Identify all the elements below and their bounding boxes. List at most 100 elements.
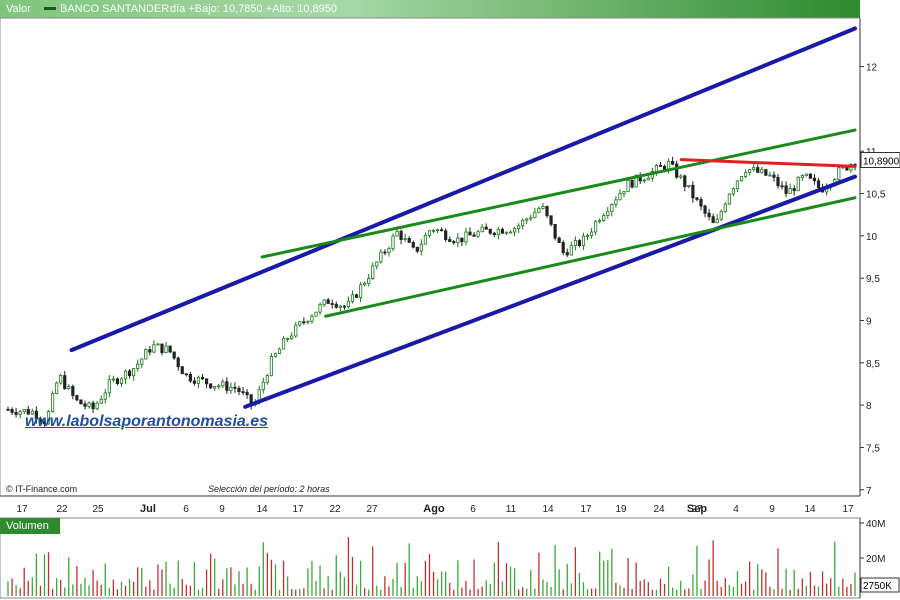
credit-label: © IT-Finance.com [6,484,78,494]
date-tick-label: 22 [56,504,68,515]
date-tick-label: 17 [292,504,304,515]
date-tick-label: 9 [219,504,225,515]
candle-body [367,278,371,284]
candle-body [326,299,330,304]
volume-tick-label: 40M [866,519,885,530]
candle-body [294,324,298,337]
candle-body [229,386,233,391]
candle-body [484,226,488,230]
candle-body [671,160,675,165]
candle-body [533,211,537,219]
candle-body [50,393,55,412]
candle-body [679,175,683,178]
candle-body [298,321,302,326]
candle-body [768,174,772,177]
date-tick-label: 14 [542,504,554,515]
candle-body [444,230,448,240]
trend-line [324,196,857,318]
candle-body [63,375,67,390]
valor-label: Valor [6,3,31,15]
candle-body [407,238,411,243]
candle-body [476,231,480,237]
candle-body [488,228,492,234]
date-tick-label: 4 [733,504,739,515]
candle-body [399,230,403,241]
candle-body [213,386,217,389]
candle-body [816,180,821,189]
candle-body [634,174,638,188]
date-tick-label: 17 [580,504,592,515]
candle-body [140,358,144,365]
price-tick-label: 9 [866,316,872,327]
candle-body [6,408,10,411]
candle-body [569,245,573,256]
candle-body [423,234,428,245]
trend-line [260,128,857,259]
date-tick-label: 17 [16,504,28,515]
candle-body [67,386,71,390]
candle-body [646,177,650,181]
candle-body [322,299,326,306]
candle-body [22,408,26,412]
candle-body [812,177,817,182]
candle-body [310,315,314,322]
candle-body [707,212,711,218]
volume-header: Volumen [0,518,60,534]
candle-body [87,402,91,407]
candle-body [622,191,626,194]
date-tick-label: 27 [691,504,703,515]
candle-body [739,176,744,182]
candle-body [699,199,703,207]
date-tick-label: 24 [653,504,665,515]
candle-body [658,165,663,167]
candle-body [618,193,622,201]
price-tick-label: 8,5 [866,359,880,370]
candle-body [46,411,51,425]
candle-body [512,228,517,233]
price-tick-label: 7 [866,486,872,497]
candle-body [306,320,310,323]
candle-body [675,163,679,178]
candle-body [606,211,610,216]
candle-body [780,185,784,188]
candle-body [731,188,736,195]
candle-body [83,403,87,407]
candle-body [472,234,476,237]
candle-body [654,165,659,172]
price-tick-label: 7,5 [866,443,880,454]
candle-body [237,387,241,392]
candle-body [160,343,164,354]
candle-body [525,218,529,221]
candle-body [561,242,565,253]
candle-body [723,203,727,213]
candle-body [107,379,111,394]
candle-body [371,265,375,279]
candle-body [192,380,197,384]
candle-body [598,220,602,223]
candle-body [233,386,237,389]
candle-body [788,188,792,194]
date-tick-label: 25 [92,504,104,515]
candle-body [99,398,103,404]
candle-body [127,370,132,377]
date-tick-label: 6 [470,504,476,515]
candle-body [34,410,38,420]
candle-body [687,184,691,187]
candle-body [172,351,176,359]
candle-body [508,231,513,234]
current-volume-label: 2750K [863,581,892,592]
watermark-link[interactable]: www.labolsaporantonomasia.es [25,413,269,430]
candle-body [415,246,419,252]
candle-body [626,180,630,192]
candle-body [492,232,496,236]
candle-body [290,335,294,339]
date-tick-label: Ago [423,503,445,515]
candle-body [241,391,245,393]
candle-body [460,237,464,243]
candle-body [480,226,484,233]
candle-body [346,301,351,308]
candle-body [26,408,30,415]
candle-body [776,176,780,187]
candle-body [521,219,525,227]
